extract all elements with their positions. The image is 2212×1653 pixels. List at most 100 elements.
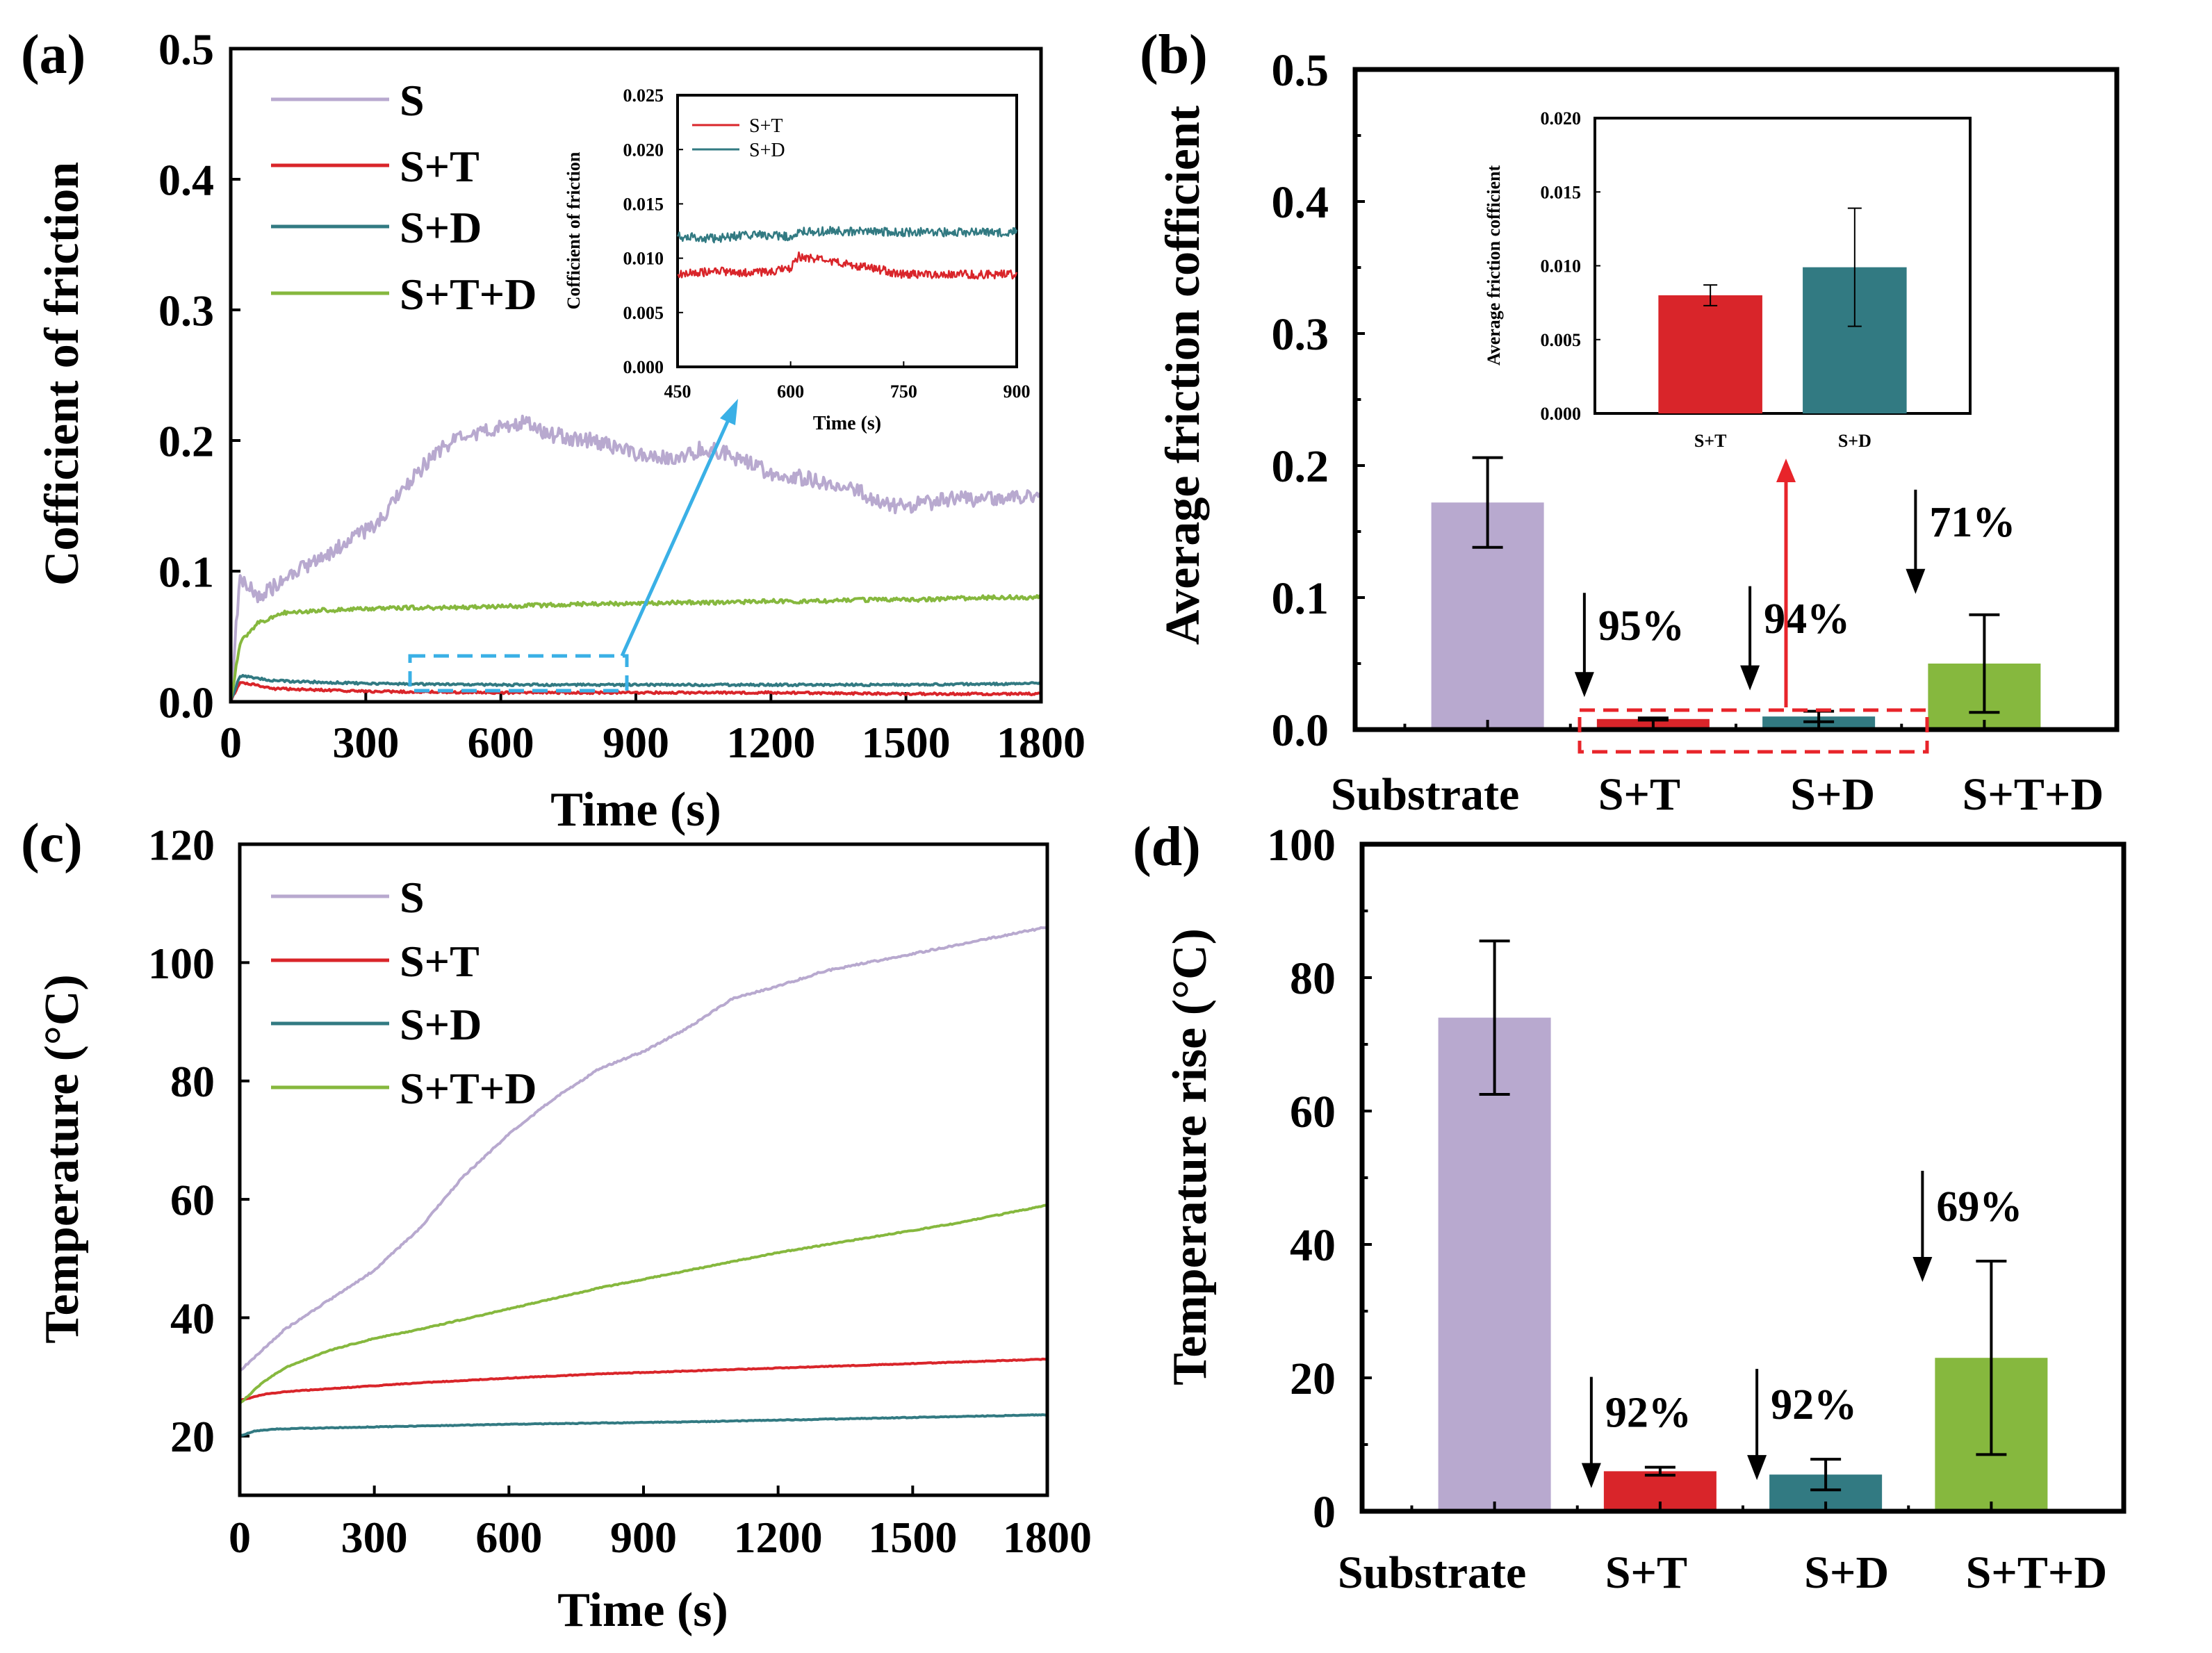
reduction-arrow-head-s-plus-t-plus-d [1912, 1257, 1933, 1282]
x-tick-label: 0 [220, 718, 242, 767]
x-tick-label-s-plus-d: S+D [1804, 1547, 1889, 1598]
legend-a-text-s: S [400, 76, 425, 125]
x-tick-label: 600 [475, 1513, 542, 1562]
reduction-arrow-head-s-plus-t-plus-d [1906, 568, 1926, 594]
legend-a-text-st: S+T [400, 142, 480, 191]
x-tick-label: 900 [603, 718, 669, 767]
panel-d-frame [1359, 841, 2127, 1514]
inset-b-ylabel: Average friction cofficient [1484, 165, 1504, 366]
panel-a-xlabel: Time (s) [550, 783, 721, 837]
x-tick-label: 1500 [862, 718, 951, 767]
y-tick-label: 0.020 [1541, 108, 1582, 129]
y-tick-label: 0.1 [158, 547, 214, 596]
panel-b-label: (b) [1140, 24, 1208, 85]
x-tick-label: 900 [610, 1513, 677, 1562]
x-tick-label: 900 [1003, 381, 1031, 402]
y-tick-label: 0.020 [623, 140, 664, 160]
reduction-label-s-plus-t-plus-d: 69% [1936, 1183, 2022, 1231]
reduction-arrow-head-s-plus-d [1740, 665, 1760, 691]
series-line-s-plus-d [676, 226, 1018, 244]
y-tick-label: 100 [148, 939, 215, 988]
x-tick-label-substrate: Substrate [1338, 1547, 1526, 1598]
y-tick-label: 60 [170, 1175, 215, 1224]
x-tick-label: 0 [229, 1513, 251, 1562]
x-tick-label: 1800 [997, 718, 1085, 767]
bar-substrate [1438, 1017, 1551, 1511]
zoom-arrow-head [720, 399, 738, 425]
inset-a-ylabel: Cofficient of friction [564, 151, 584, 309]
inset-a-xlabel: Time (s) [813, 413, 881, 434]
panel-d-ylabel: Temperature rise (°C) [1163, 928, 1217, 1385]
y-tick-label: 0.015 [623, 195, 664, 215]
y-tick-label: 0.005 [623, 303, 664, 323]
panel-c-frame [238, 842, 1049, 1497]
series-line-s [238, 926, 1048, 1372]
panel-a-inset: 0.000 0.005 0.010 0.015 0.020 0.025 450 600 750… [564, 85, 1031, 434]
panel-a-label: (a) [21, 24, 85, 85]
x-tick-label: 600 [468, 718, 534, 767]
reduction-label-s-plus-t: 92% [1605, 1390, 1691, 1437]
series-line-s-plus-d [229, 673, 1042, 702]
y-tick-label: 0.2 [158, 416, 214, 466]
x-tick-label: 1200 [726, 718, 815, 767]
y-tick-label: 0.1 [1272, 573, 1329, 624]
y-tick-label: 0.3 [1272, 309, 1329, 360]
reduction-label-s-plus-d: 94% [1764, 595, 1850, 643]
x-tick-label: 300 [341, 1513, 408, 1562]
series-line-s-plus-t [239, 1357, 1048, 1402]
y-tick-label: 0.0 [1272, 705, 1329, 756]
reduction-arrow-head-s-plus-t [1581, 1463, 1601, 1488]
x-tick-label-s-plus-d: S+D [1790, 769, 1875, 820]
y-tick-label: 120 [148, 820, 215, 869]
reduction-arrow-head-s-plus-d [1747, 1455, 1767, 1481]
zoom-region-box [408, 654, 629, 693]
reduction-arrow-head-s-plus-t [1574, 672, 1594, 698]
y-tick-label: 0.4 [1272, 177, 1329, 228]
x-tick-label: 300 [332, 718, 399, 767]
x-tick-label-s-plus-t: S+T [1605, 1547, 1687, 1598]
panel-c-ylabel: Temperature (°C) [35, 974, 89, 1344]
x-tick-label: 1200 [734, 1513, 823, 1562]
y-tick-label: 40 [1290, 1220, 1336, 1271]
x-tick-label-s-plus-t: S+T [1694, 431, 1727, 451]
x-tick-label: 450 [664, 381, 691, 402]
inset-b-frame [1594, 117, 1972, 415]
y-tick-label: 0.000 [623, 357, 664, 377]
series-line-s [229, 414, 1042, 702]
series-line-s-plus-t [229, 681, 1042, 702]
x-tick-label-s-plus-t: S+T [1598, 769, 1680, 820]
y-tick-label: 0.5 [158, 24, 214, 74]
series-line-s-plus-t-plus-d [238, 1203, 1048, 1405]
panel-b-frame [1352, 67, 2120, 732]
x-tick-label: 1500 [868, 1513, 957, 1562]
y-tick-label: 0.5 [1272, 45, 1329, 96]
panel-c-label: (c) [21, 813, 83, 874]
legend-a-text-sd: S+D [400, 203, 482, 252]
y-tick-label: 0.0 [158, 677, 214, 727]
y-tick-label: 0.4 [158, 155, 214, 204]
y-tick-label: 0.000 [1541, 404, 1582, 424]
zoom-arrow-b-head [1776, 459, 1796, 482]
panel-c: (c) Temperature (°C) Time (s) 20 40 60 80 10… [21, 813, 1092, 1637]
panel-a-ylabel: Cofficient of friction [35, 162, 89, 586]
y-tick-label: 20 [1290, 1354, 1336, 1404]
reduction-label-s-plus-d: 92% [1771, 1381, 1857, 1429]
reduction-label-s-plus-t-plus-d: 71% [1929, 499, 2015, 546]
y-tick-label: 0.025 [623, 85, 664, 106]
legend-c-text-s: S [400, 873, 425, 922]
y-tick-label: 40 [170, 1294, 215, 1343]
legend-c-text-std: S+T+D [400, 1064, 536, 1113]
y-tick-label: 20 [170, 1412, 215, 1461]
panel-d: (d) Temperature rise (°C) 0 20 40 60 80 100 S… [1133, 816, 2127, 1598]
bar-s-plus-t [1658, 295, 1762, 413]
legend-c-text-sd: S+D [400, 1000, 482, 1049]
x-tick-label-s-plus-t-plus-d: S+T+D [1966, 1547, 2108, 1598]
y-tick-label: 0.010 [623, 249, 664, 269]
reduction-label-s-plus-t: 95% [1598, 602, 1685, 650]
y-tick-label: 80 [170, 1057, 215, 1106]
panel-b: (b) Average friction cofficient 0.0 0.1 0.… [1140, 24, 2120, 820]
inset-a-legend-text-st: S+T [749, 115, 783, 137]
x-tick-label: 600 [777, 381, 804, 402]
zoom-region-box-b [1578, 708, 1929, 754]
